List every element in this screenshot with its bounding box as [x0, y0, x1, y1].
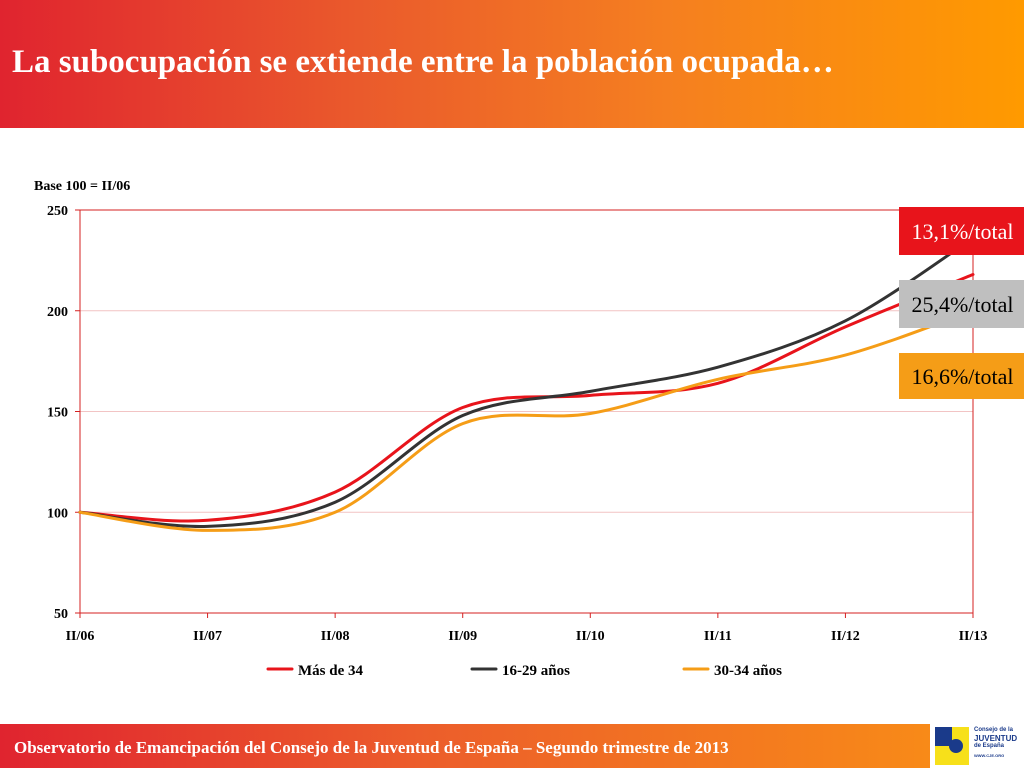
page-title: La subocupación se extiende entre la pob…	[12, 44, 834, 80]
legend-label-30-34-anos: 30-34 años	[714, 663, 782, 679]
logo-line2: JUVENTUD	[974, 734, 1018, 743]
logo-line3: de España	[974, 743, 1005, 749]
x-tick-label: II/13	[959, 629, 988, 644]
logo-line1: Consejo de la	[974, 727, 1014, 733]
series-line-mas-de-34	[78, 273, 975, 523]
footer-banner: Observatorio de Emancipación del Consejo…	[0, 724, 930, 768]
x-tick-label: II/09	[448, 629, 477, 644]
x-tick-label: II/12	[831, 629, 860, 644]
annotation-mas-de-34-box	[899, 207, 1024, 255]
y-tick-label: 250	[47, 204, 68, 219]
x-tick-label: II/07	[193, 629, 222, 644]
series-line-16-29-anos	[78, 236, 975, 529]
y-tick-label: 200	[47, 305, 68, 320]
annotation-mas-de-34-label: 13,1%/total	[911, 219, 1013, 244]
y-tick-label: 50	[54, 607, 68, 622]
x-tick-label: II/06	[66, 629, 95, 644]
x-tick-label: II/11	[704, 629, 732, 644]
logo-mark	[935, 727, 969, 765]
logo-text: Consejo de la JUVENTUD de España WWW.CJE…	[974, 727, 1024, 759]
x-tick-label: II/10	[576, 629, 605, 644]
y-tick-label: 150	[47, 406, 68, 421]
footer-text: Observatorio de Emancipación del Consejo…	[14, 738, 729, 757]
annotation-30-34-label: 16,6%/total	[911, 364, 1013, 389]
series-line-30-34-anos	[78, 309, 975, 532]
legend-label-mas-de-34: Más de 34	[298, 663, 363, 679]
base-note: Base 100 = II/06	[34, 179, 130, 194]
header-banner: La subocupación se extiende entre la pob…	[0, 0, 1024, 128]
x-tick-label: II/08	[321, 629, 350, 644]
logo-url: WWW.CJE.ORG	[974, 753, 1005, 758]
annotation-30-34-box	[899, 353, 1024, 399]
line-chart: Base 100 = II/06 50 100 150 200 250 II/06 II/0…	[34, 179, 1024, 679]
legend-label-16-29-anos: 16-29 años	[502, 663, 570, 679]
logo: Consejo de la JUVENTUD de España WWW.CJE…	[932, 725, 1024, 768]
annotation-16-29-label: 25,4%/total	[911, 292, 1013, 317]
annotation-16-29-box	[899, 280, 1024, 328]
y-tick-label: 100	[47, 506, 68, 521]
